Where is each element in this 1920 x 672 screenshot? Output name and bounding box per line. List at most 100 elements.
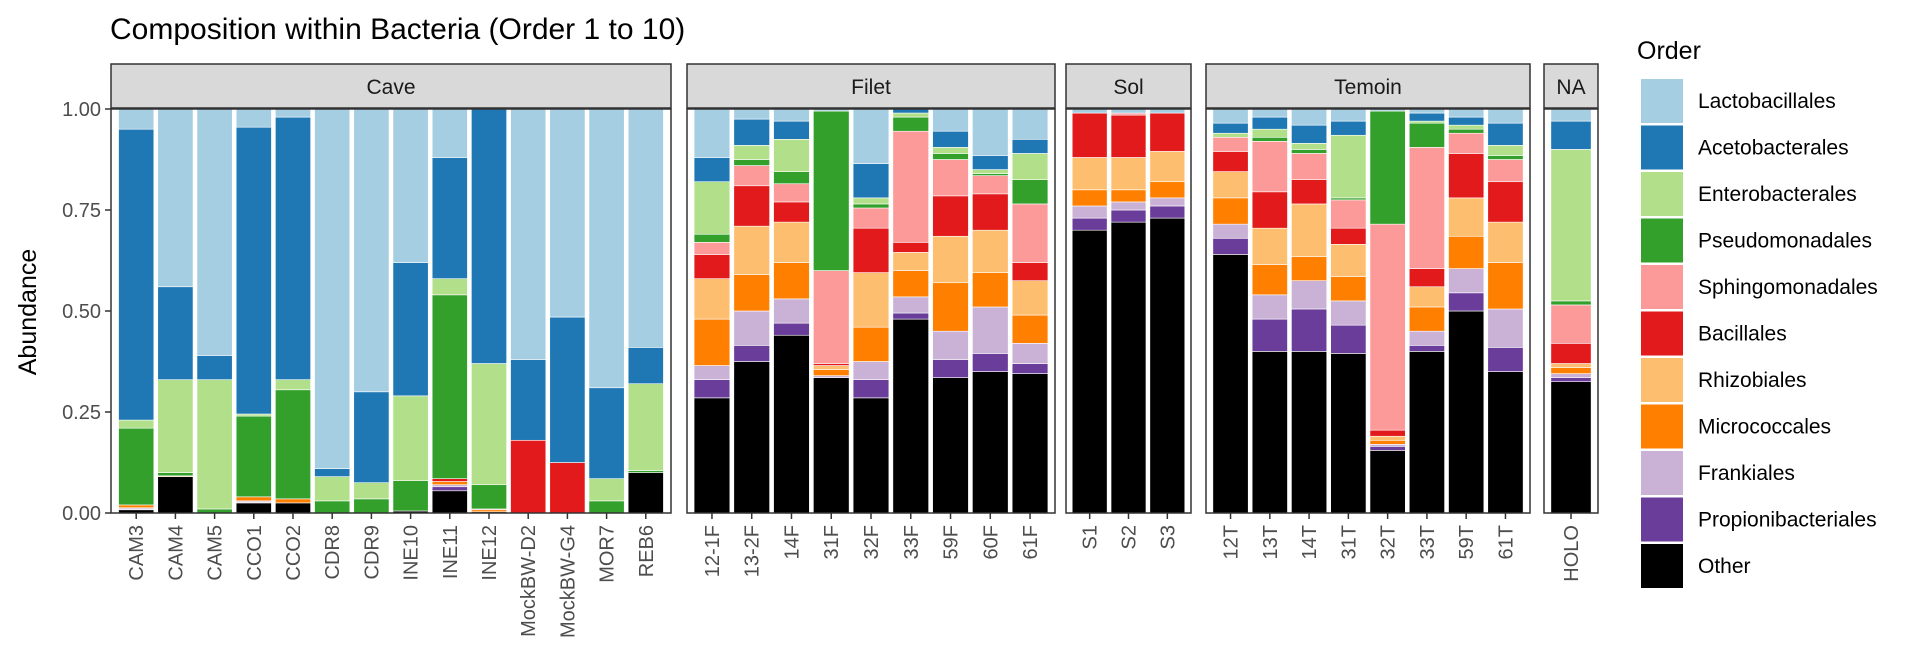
bar-segment xyxy=(1330,197,1367,201)
legend-swatch xyxy=(1641,497,1683,542)
bar-segment xyxy=(773,221,810,263)
panel-border xyxy=(686,108,1056,514)
bar-segment xyxy=(431,478,468,482)
x-tick-label: MOR7 xyxy=(597,525,619,583)
x-tick-label: 13-2F xyxy=(742,525,764,577)
x-tick-label: 32F xyxy=(861,525,883,559)
bar-segment xyxy=(892,130,929,243)
bar-segment xyxy=(157,476,194,514)
bar-segment xyxy=(1251,141,1288,193)
bar-segment xyxy=(1550,108,1592,122)
bar-segment xyxy=(1369,439,1406,445)
legend-label: Acetobacterales xyxy=(1698,137,1849,160)
legend-swatch xyxy=(1641,404,1683,449)
bar-segment xyxy=(392,108,429,263)
bar-segment xyxy=(588,387,625,479)
x-tick-label: REB6 xyxy=(636,525,658,577)
bar-segment xyxy=(932,359,969,378)
bar-segment xyxy=(118,427,155,506)
facet-panel: Filet 12-1F 13-2F 14F 31F 32F 33F 59F 60F 61F xyxy=(686,63,1056,577)
bar-segment xyxy=(773,120,810,140)
bar-segment xyxy=(972,272,1009,308)
bar-segment xyxy=(693,397,731,514)
bar-segment xyxy=(1149,112,1186,152)
bar-segment xyxy=(1110,114,1147,158)
legend-label: Rhizobiales xyxy=(1698,369,1807,392)
bar-segment xyxy=(588,500,625,514)
bar-segment xyxy=(392,395,429,481)
legend-swatch xyxy=(1641,451,1683,495)
bar-segment xyxy=(1448,116,1485,126)
panel-border xyxy=(1205,108,1531,514)
bar-segment xyxy=(196,108,233,356)
bar-segment xyxy=(1071,229,1108,514)
bar-segment xyxy=(235,496,272,502)
bar-segment xyxy=(733,225,770,275)
bar-segment xyxy=(510,359,547,441)
bar-segment xyxy=(733,274,770,312)
bar-segment xyxy=(892,252,929,271)
bar-segment xyxy=(733,108,770,120)
bar-segment xyxy=(733,345,770,362)
bar-segment xyxy=(275,389,311,500)
legend-item: Lactobacillales xyxy=(1641,79,1836,123)
bar-segment xyxy=(1550,149,1592,302)
bar-segment xyxy=(773,298,810,324)
bar-segment xyxy=(1291,203,1328,257)
bar-segment xyxy=(1110,221,1147,514)
legend-item: Frankiales xyxy=(1641,451,1795,495)
facet-panel: NA HOLO xyxy=(1543,63,1599,582)
bar-segment xyxy=(118,419,155,429)
bar-segment xyxy=(157,379,194,473)
bar-segment xyxy=(1212,136,1249,152)
bar-segment xyxy=(972,193,1009,231)
bar-segment xyxy=(1212,197,1249,225)
bar-segment xyxy=(510,108,547,360)
bar-segment xyxy=(1149,205,1186,219)
bar-segment xyxy=(1487,108,1524,124)
bar-segment xyxy=(773,183,810,203)
x-tick-label: 59T xyxy=(1456,525,1478,559)
bar-segment xyxy=(1149,151,1186,183)
bar-segment xyxy=(588,478,625,502)
bar-segment xyxy=(972,371,1009,514)
bar-segment xyxy=(471,363,507,486)
bar-segment xyxy=(972,108,1009,156)
x-tick-label: 14T xyxy=(1299,525,1321,559)
chart-title: Composition within Bacteria (Order 1 to … xyxy=(110,13,685,46)
bar-segment xyxy=(235,108,272,128)
bar-segment xyxy=(1011,280,1049,316)
bar-segment xyxy=(733,310,770,346)
bar-segment xyxy=(1330,134,1367,199)
bar-segment xyxy=(1448,128,1485,134)
bar-segment xyxy=(852,108,890,164)
bar-segment xyxy=(1487,155,1524,160)
bar-segment xyxy=(118,128,155,421)
x-tick-label: S3 xyxy=(1157,525,1179,549)
bar-segment xyxy=(314,476,351,502)
bar-segment xyxy=(1291,153,1328,181)
bar-segment xyxy=(852,379,890,399)
bar-segment xyxy=(1291,108,1328,126)
bar-segment xyxy=(932,330,969,360)
legend: Order Lactobacillales Acetobacterales Ente… xyxy=(1637,37,1878,588)
bar-segment xyxy=(1212,237,1249,255)
bar-segment xyxy=(471,509,507,513)
legend-item: Enterobacterales xyxy=(1641,172,1857,216)
bar-segment xyxy=(813,110,850,271)
bar-segment xyxy=(1330,324,1367,354)
bar-segment xyxy=(1408,268,1445,288)
bar-segment xyxy=(972,155,1009,170)
bar-segment xyxy=(733,159,770,166)
bar-segment xyxy=(314,468,351,477)
legend-label: Lactobacillales xyxy=(1698,90,1836,113)
x-tick-label: S1 xyxy=(1080,525,1102,549)
bar-segment xyxy=(118,504,155,509)
bar-segment xyxy=(1291,256,1328,281)
bar-segment xyxy=(972,169,1009,174)
bar-segment xyxy=(1330,120,1367,136)
bar-segment xyxy=(1550,363,1592,368)
bar-segment xyxy=(1550,381,1592,514)
bar-segment xyxy=(1149,181,1186,199)
